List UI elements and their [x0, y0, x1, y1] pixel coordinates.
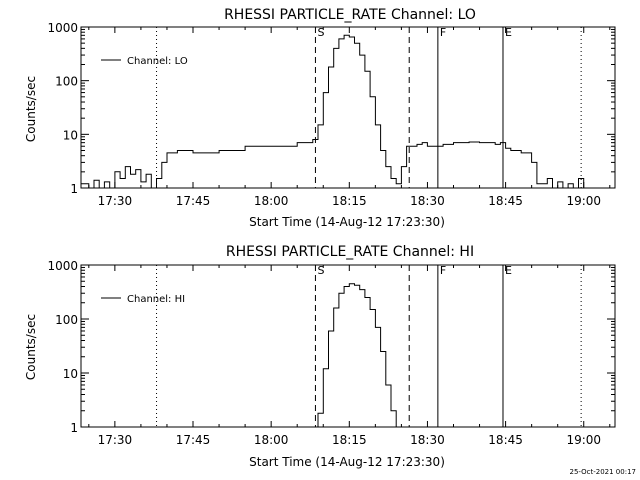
chart-title: RHESSI PARTICLE_RATE Channel: HI: [226, 244, 474, 260]
legend-label: Channel: HI: [127, 294, 185, 305]
x-tick-label: 19:00: [566, 194, 601, 208]
y-tick-label: 1000: [47, 21, 78, 35]
y-tick-label: 1: [70, 421, 78, 435]
marker-label: S: [317, 264, 324, 277]
y-tick-label: 100: [55, 75, 78, 89]
series-line: [315, 283, 397, 428]
y-tick-label: 1000: [47, 259, 78, 273]
y-axis-label: Counts/sec: [24, 76, 38, 142]
x-axis-label: Start Time (14-Aug-12 17:23:30): [249, 455, 445, 469]
chart-panel-lo: RHESSI PARTICLE_RATE Channel: LO Start T…: [24, 7, 616, 229]
x-tick-label: 17:30: [98, 433, 133, 447]
x-tick-label: 18:00: [254, 194, 289, 208]
marker-label: E: [505, 264, 512, 277]
y-axis-label: Counts/sec: [24, 314, 38, 380]
x-tick-label: 18:30: [410, 433, 445, 447]
y-tick-label: 10: [63, 367, 78, 381]
legend-label: Channel: LO: [127, 56, 188, 67]
x-tick-label: 18:15: [332, 433, 367, 447]
series-line: [81, 34, 585, 189]
y-tick-label: 10: [63, 128, 78, 142]
marker-label: S: [317, 26, 324, 39]
chart-title: RHESSI PARTICLE_RATE Channel: LO: [224, 7, 476, 23]
footer-timestamp: 25-Oct-2021 00:17: [570, 468, 636, 476]
x-tick-label: 18:30: [410, 194, 445, 208]
x-tick-label: 19:00: [566, 433, 601, 447]
chart-panel-hi: RHESSI PARTICLE_RATE Channel: HI Start T…: [24, 244, 616, 469]
plot-frame: [80, 264, 616, 428]
marker-label: F: [440, 26, 446, 39]
marker-label: F: [440, 264, 446, 277]
x-tick-label: 18:45: [488, 433, 523, 447]
y-tick-label: 1: [70, 182, 78, 196]
x-tick-label: 17:30: [98, 194, 133, 208]
plot-frame: [80, 26, 616, 189]
x-tick-label: 17:45: [176, 194, 211, 208]
x-tick-label: 17:45: [176, 433, 211, 447]
x-axis-label: Start Time (14-Aug-12 17:23:30): [249, 215, 445, 229]
x-tick-label: 18:15: [332, 194, 367, 208]
marker-label: E: [505, 26, 512, 39]
x-tick-label: 18:00: [254, 433, 289, 447]
x-tick-label: 18:45: [488, 194, 523, 208]
y-tick-label: 100: [55, 313, 78, 327]
